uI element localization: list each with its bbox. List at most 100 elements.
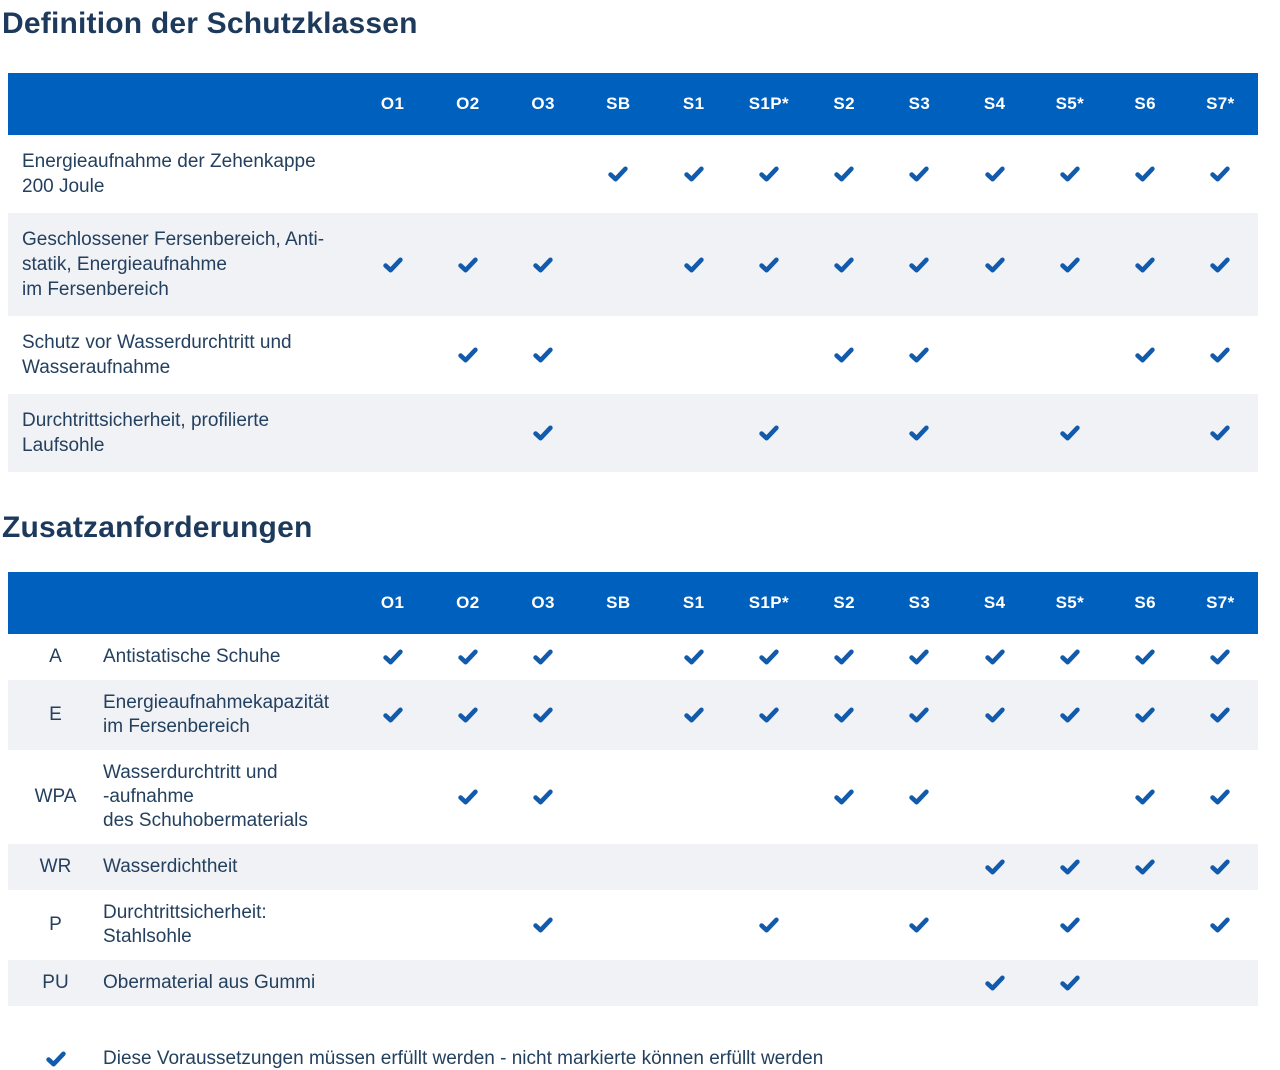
empty-cell [957,750,1032,844]
check-cell [882,213,957,316]
column-header-s2: S2 [833,593,855,612]
empty-cell [656,394,731,472]
check-icon [533,347,553,363]
empty-cell [355,135,430,213]
check-icon [1135,789,1155,805]
check-cell [1108,844,1183,890]
row-label: Antistatische Schuhe [103,646,281,667]
check-icon [909,347,930,363]
check-cell [882,890,957,960]
empty-cell [882,960,957,1006]
empty-cell [581,394,656,472]
check-cell [506,394,581,472]
check-icon [759,257,779,273]
check-cell [957,960,1032,1006]
check-cell [1108,634,1183,680]
check-icon [1135,257,1155,273]
empty-cell [656,890,731,960]
zusatzanforderungen-title: Zusatzanforderungen [2,511,313,544]
check-icon [1210,257,1231,273]
row-code: WPA [34,786,77,807]
check-icon [533,649,553,665]
empty-cell [430,394,505,472]
table-row: WR Wasserdichtheit [8,844,1258,890]
check-icon [1060,166,1080,182]
empty-cell [807,890,882,960]
empty-cell [506,960,581,1006]
empty-cell [581,844,656,890]
table-header-row: O1 O2 O3 SB S1 S1P* S2 S3 S4 S5* S6 S7* [8,572,1258,634]
check-cell [731,680,806,750]
column-header-sb: SB [606,94,631,113]
check-icon [533,917,553,933]
empty-cell [581,680,656,750]
check-icon [1060,917,1080,933]
check-icon [984,975,1005,991]
check-cell [656,135,731,213]
check-cell [1183,316,1258,394]
row-code: PU [42,972,69,993]
check-cell [1183,394,1258,472]
empty-cell [1183,960,1258,1006]
check-cell [506,890,581,960]
check-icon [1210,649,1231,665]
check-icon [1135,649,1155,665]
check-cell [355,634,430,680]
check-cell [957,135,1032,213]
check-icon [759,917,779,933]
check-cell [731,213,806,316]
column-header-s3: S3 [908,593,931,612]
empty-cell [656,844,731,890]
check-icon [382,649,403,665]
column-header-s6: S6 [1134,94,1156,113]
empty-cell [1108,890,1183,960]
legend: Diese Voraussetzungen müssen erfüllt wer… [8,1048,1280,1070]
empty-cell [430,844,505,890]
empty-cell [731,750,806,844]
column-header-o1: O1 [380,94,405,113]
check-icon [1210,425,1231,441]
row-label: Durchtrittsicherheit, profilierte Laufso… [22,410,270,456]
check-cell [882,750,957,844]
empty-cell [506,844,581,890]
check-cell [506,680,581,750]
check-icon [608,166,629,182]
check-cell [506,634,581,680]
row-label: Obermaterial aus Gummi [103,972,316,993]
empty-cell [656,316,731,394]
check-cell [1183,634,1258,680]
check-cell [1183,844,1258,890]
empty-cell [506,135,581,213]
empty-cell [807,960,882,1006]
check-cell [1032,844,1107,890]
check-cell [1032,890,1107,960]
row-label: Durchtrittsicherheit: Stahlsohle [103,902,267,947]
check-cell [731,634,806,680]
column-header-o2: O2 [456,94,480,113]
column-header-o3: O3 [531,94,555,113]
column-header-s1p: S1P* [748,593,790,612]
empty-cell [1032,750,1107,844]
row-label: Wasserdichtheit [103,856,238,877]
row-code: WR [39,856,72,877]
check-icon [834,347,854,363]
check-cell [506,750,581,844]
row-label: Schutz vor Wasserdurchtritt und Wasserau… [22,332,292,378]
check-cell [1183,890,1258,960]
check-cell [807,634,882,680]
column-header-s5: S5* [1055,593,1085,612]
table-row: A Antistatische Schuhe [8,634,1258,680]
check-cell [506,213,581,316]
table-row: P Durchtrittsicherheit: Stahlsohle [8,890,1258,960]
check-cell [1032,960,1107,1006]
check-icon [458,347,478,363]
empty-cell [581,213,656,316]
check-cell [957,844,1032,890]
empty-cell [656,960,731,1006]
check-icon [984,707,1005,723]
empty-cell [355,890,430,960]
check-icon [759,649,779,665]
check-cell [430,680,505,750]
empty-cell [430,135,505,213]
column-header-s7: S7* [1206,94,1235,113]
